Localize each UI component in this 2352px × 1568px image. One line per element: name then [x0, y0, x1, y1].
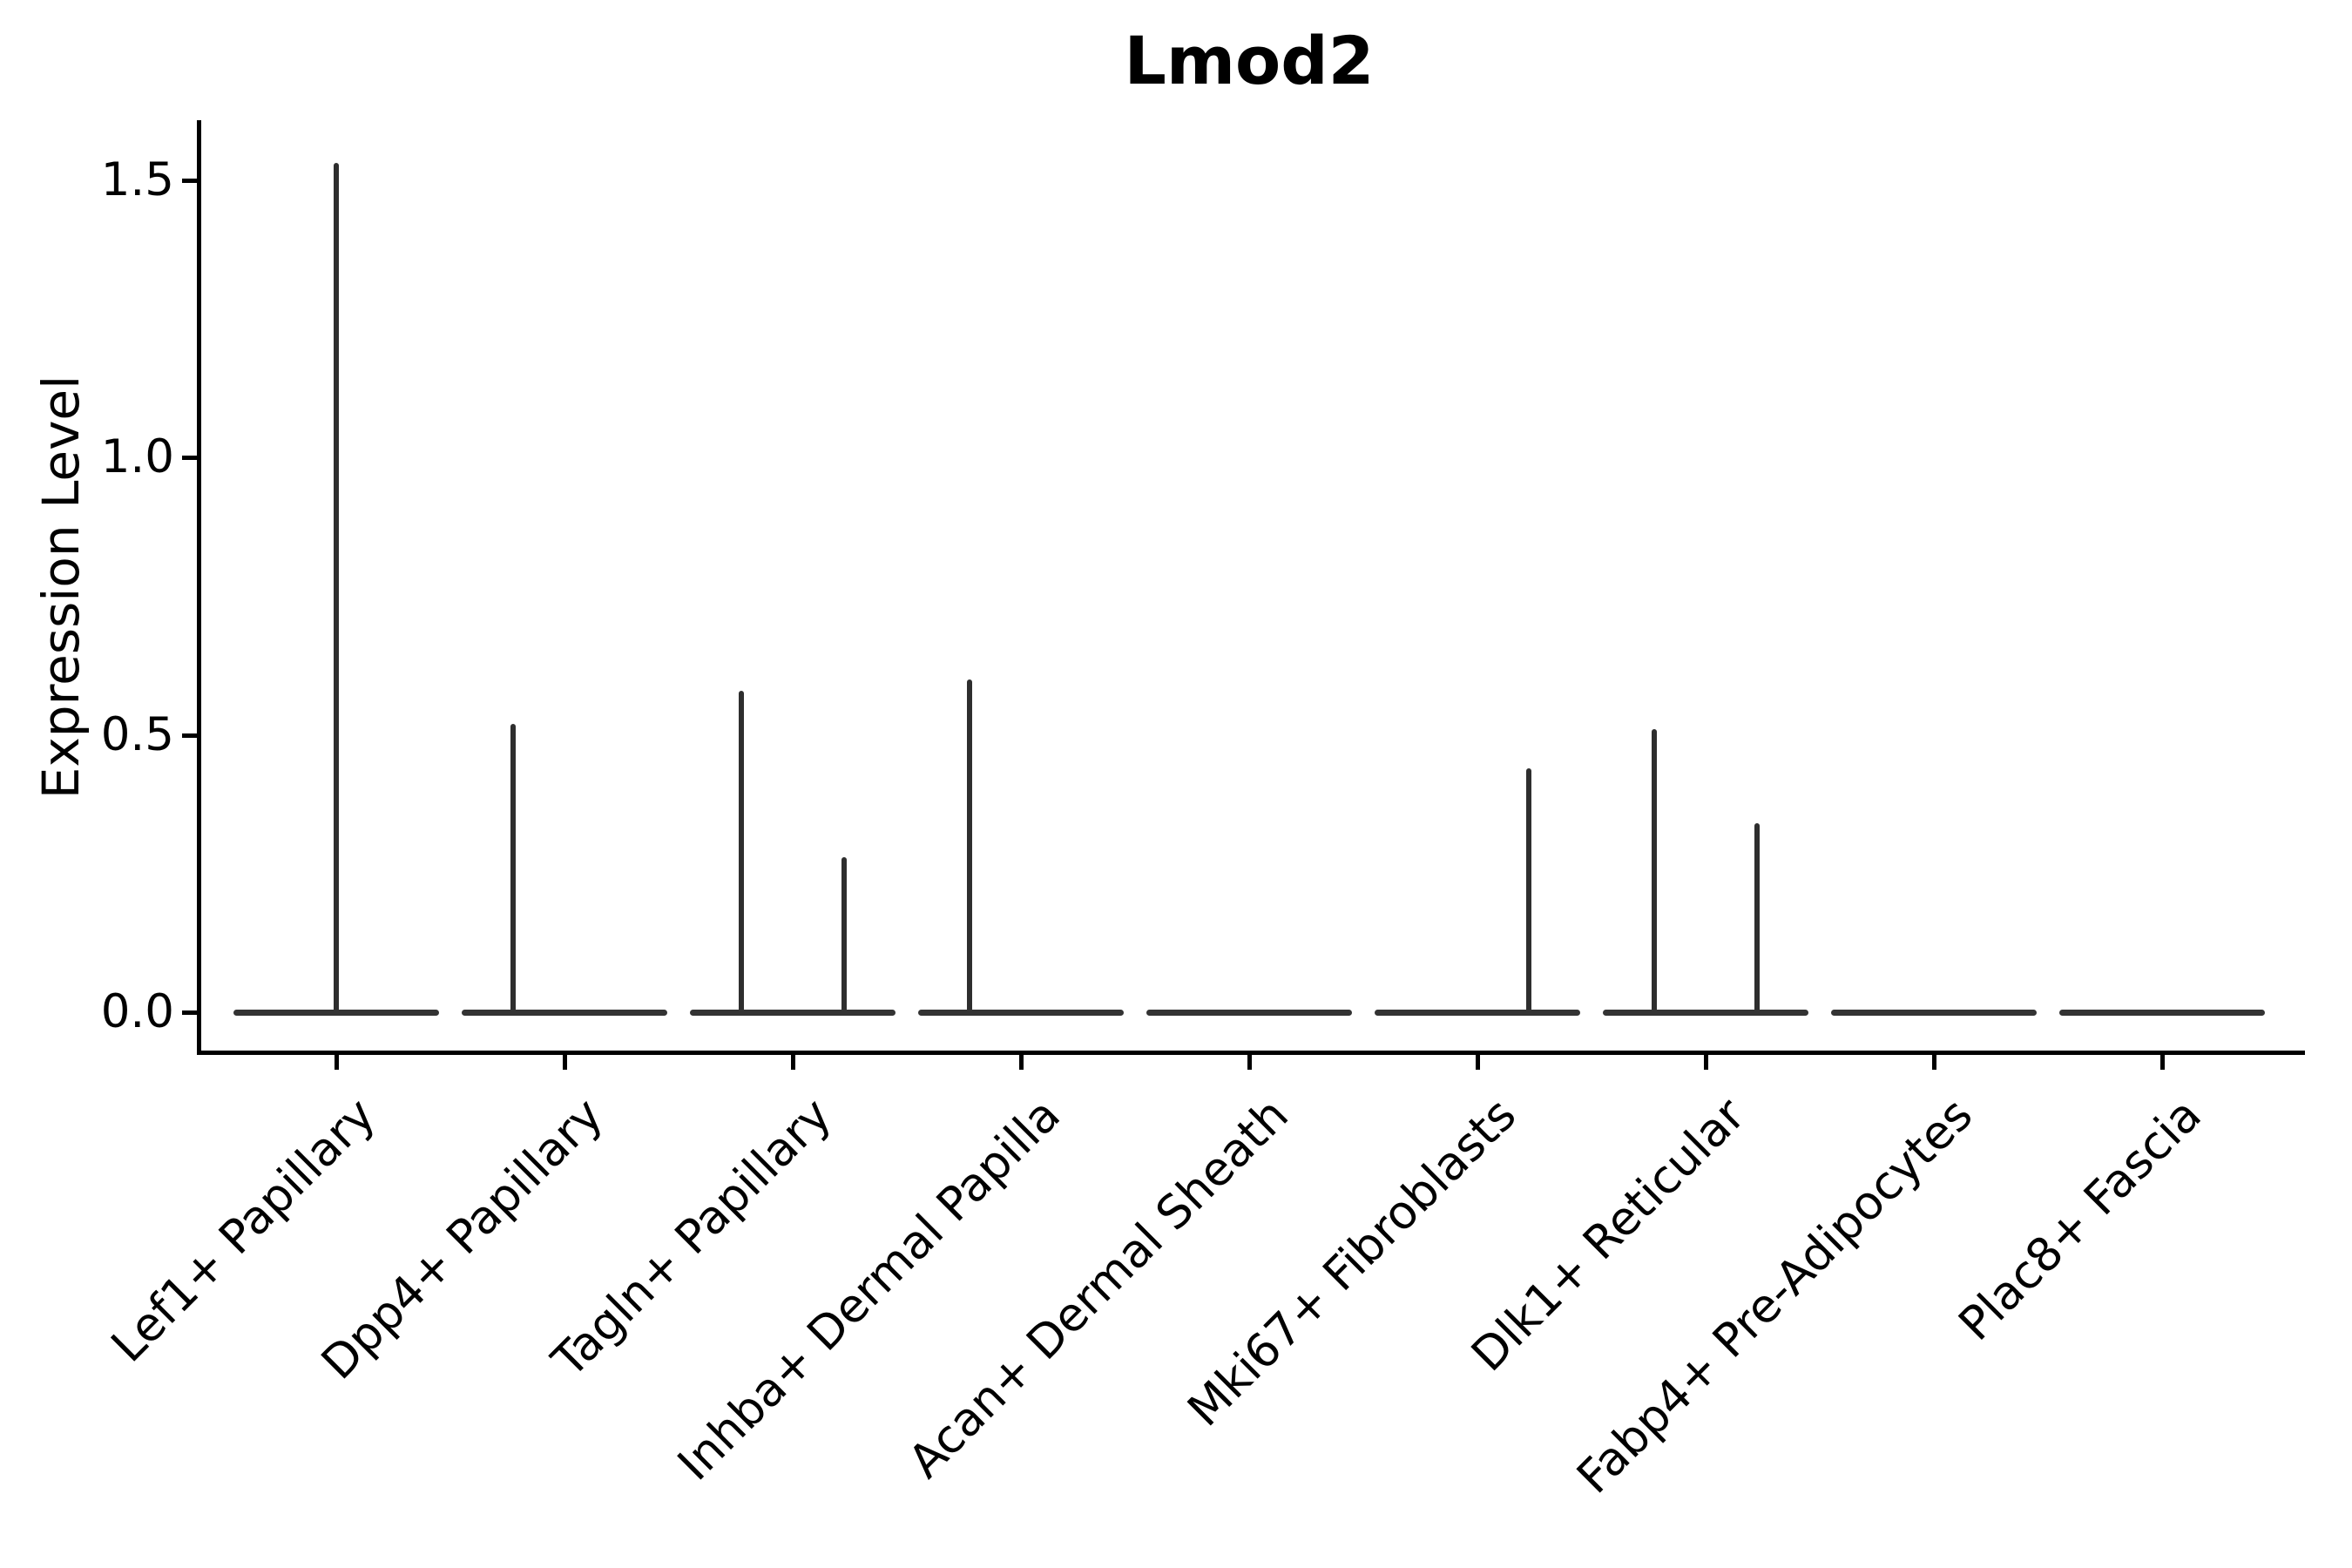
y-tick — [182, 1010, 197, 1015]
violin-body — [462, 1009, 667, 1016]
violin-spike — [967, 679, 973, 1014]
violin-spike — [1754, 823, 1760, 1014]
x-tick — [335, 1055, 339, 1070]
violin-spike — [1525, 767, 1531, 1014]
x-tick-label: Acan+ Dermal Sheath — [898, 1088, 1299, 1489]
violin-body — [918, 1009, 1124, 1016]
x-tick — [563, 1055, 567, 1070]
violin-spike — [739, 690, 745, 1014]
violin-spike — [1652, 729, 1658, 1014]
violin-body — [690, 1009, 896, 1016]
violin-spike — [841, 856, 847, 1014]
y-axis-label: Expression Level — [31, 375, 91, 800]
y-tick — [182, 733, 197, 738]
chart-title: Lmod2 — [1124, 22, 1375, 99]
x-tick-label: Plac8+ Fascia — [1948, 1088, 2212, 1351]
x-tick — [1704, 1055, 1708, 1070]
x-tick — [1247, 1055, 1252, 1070]
violin-body — [1831, 1009, 2037, 1016]
violin-body — [233, 1009, 439, 1016]
violin-body — [1375, 1009, 1580, 1016]
x-tick — [1932, 1055, 1936, 1070]
y-axis-spine — [197, 120, 201, 1055]
violin-spike — [334, 163, 339, 1014]
x-tick — [1476, 1055, 1480, 1070]
y-tick-label: 1.0 — [100, 430, 174, 483]
violin-body — [1603, 1009, 1808, 1016]
y-tick — [182, 178, 197, 183]
x-tick — [791, 1055, 795, 1070]
y-tick — [182, 456, 197, 460]
violin-spike — [510, 723, 517, 1014]
y-tick-label: 0.0 — [100, 985, 174, 1038]
x-tick — [1019, 1055, 1024, 1070]
x-tick-label: Fabp4+ Pre-Adipocytes — [1567, 1088, 1984, 1504]
x-tick-label: Inhba+ Dermal Papilla — [667, 1088, 1071, 1491]
violin-body — [2059, 1009, 2265, 1016]
x-tick — [2160, 1055, 2165, 1070]
y-tick-label: 0.5 — [100, 707, 174, 761]
x-axis-spine — [197, 1051, 2305, 1055]
violin-body — [1146, 1009, 1352, 1016]
y-tick-label: 1.5 — [100, 152, 174, 206]
